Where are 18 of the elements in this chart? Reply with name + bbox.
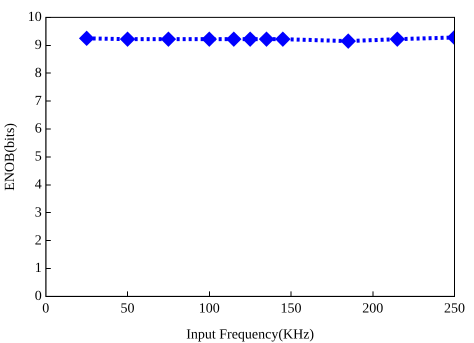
y-tick-label: 1 [34,261,42,276]
y-tick-label: 4 [34,177,42,192]
x-tick-label: 100 [198,301,220,316]
y-tick-label: 6 [34,122,42,137]
y-tick-label: 2 [34,233,42,248]
x-tick-label: 50 [120,301,135,316]
y-tick-label: 8 [34,66,42,81]
x-tick-label: 250 [444,301,465,316]
y-tick-label: 3 [34,205,42,220]
y-tick-label: 9 [34,38,42,53]
x-tick-label: 150 [280,301,302,316]
y-tick-label: 7 [34,94,42,109]
y-tick-label: 0 [34,289,42,304]
y-tick-label: 10 [28,10,42,26]
y-axis-title: ENOB(bits) [3,122,18,191]
x-tick-label: 200 [362,301,384,316]
y-tick-label: 5 [34,150,42,165]
x-axis-title: Input Frequency(KHz) [186,327,314,342]
